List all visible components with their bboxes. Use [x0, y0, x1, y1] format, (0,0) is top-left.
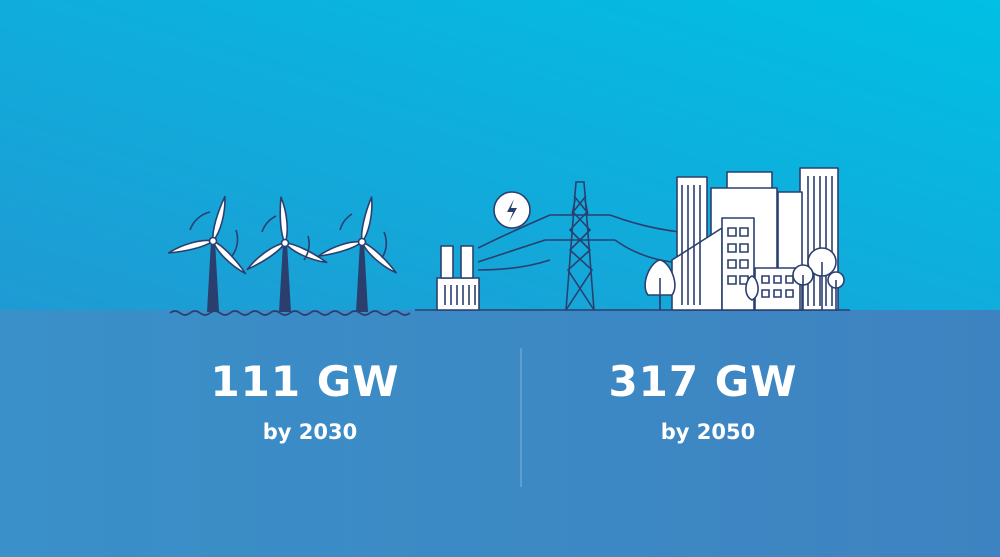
ground [0, 310, 1000, 557]
substation [436, 191, 531, 311]
pylon [477, 181, 681, 311]
stat-value: 317 GW [608, 357, 798, 406]
wind-turbines [165, 184, 413, 316]
stat-caption: by 2050 [660, 420, 756, 444]
city [644, 167, 845, 311]
stat-caption: by 2030 [262, 420, 358, 444]
sky [0, 0, 1000, 312]
stat-value: 111 GW [210, 357, 400, 406]
